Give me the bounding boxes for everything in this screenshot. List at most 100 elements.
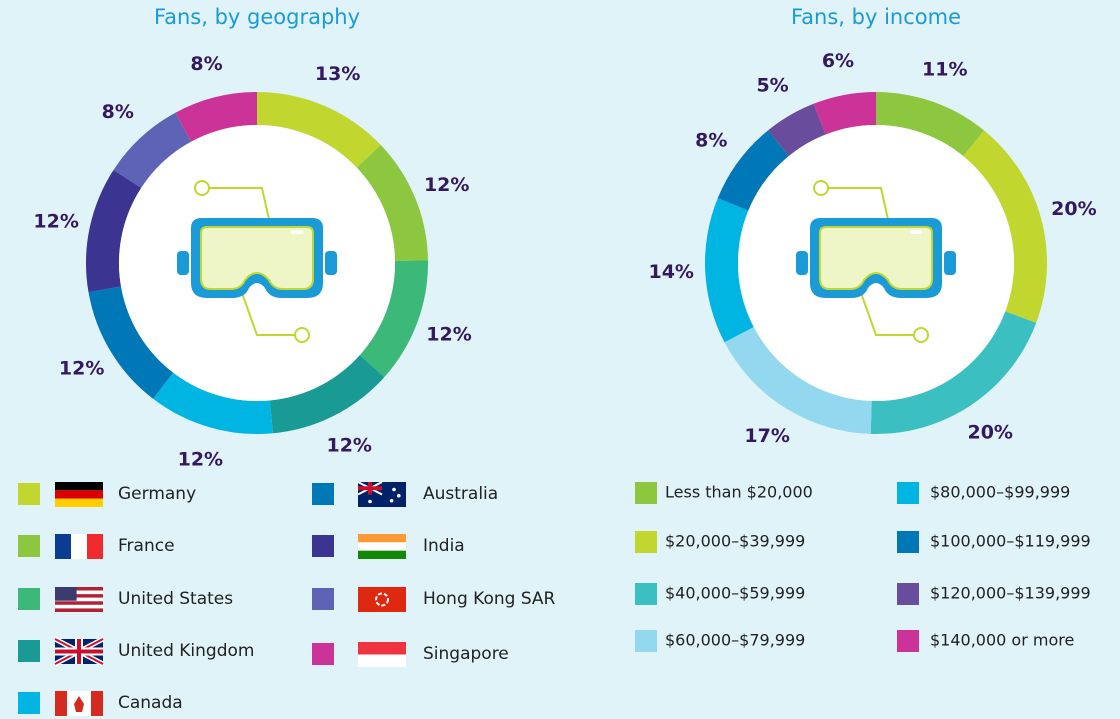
- legend-swatch: [897, 482, 919, 504]
- donut-segment: [269, 355, 385, 434]
- donut-segment: [705, 198, 754, 343]
- flag-part: [55, 691, 67, 716]
- legend-swatch: [18, 640, 40, 662]
- data-label: 12%: [326, 435, 371, 457]
- legend-swatch: [312, 483, 334, 505]
- legend-swatch: [312, 643, 334, 665]
- flag-part: [71, 534, 87, 559]
- flag: [357, 481, 406, 507]
- data-label: 12%: [426, 323, 471, 345]
- flag: [55, 534, 103, 559]
- legend-swatch: [18, 692, 40, 714]
- donut-segment: [963, 130, 1047, 323]
- flag-part: [55, 604, 103, 609]
- data-label: 12%: [33, 210, 78, 232]
- legend-label: $20,000–$39,999: [665, 532, 805, 551]
- data-label: 13%: [315, 63, 360, 85]
- legend-label: Less than $20,000: [665, 483, 813, 502]
- flag-part: [55, 534, 71, 559]
- donut-income: Fans, by income 11% 20% 20% 17% 14% 8% 5% 6% Les…: [635, 5, 1097, 652]
- legend-swatch: [897, 630, 919, 652]
- flag: [358, 587, 406, 612]
- legend-label: Hong Kong SAR: [423, 589, 556, 609]
- flag-part: [55, 601, 103, 605]
- donut-segment: [113, 112, 192, 188]
- flag-part: [358, 542, 406, 551]
- legend-label: $80,000–$99,999: [930, 483, 1070, 502]
- legend-label: United States: [118, 589, 233, 609]
- flag-part: [91, 691, 103, 716]
- donut-segment: [175, 92, 257, 142]
- legend-swatch: [312, 535, 334, 557]
- flag-part: [358, 534, 406, 543]
- donut-segment: [86, 169, 142, 293]
- legend-label: Australia: [423, 484, 498, 504]
- legend-label: $100,000–$119,999: [930, 532, 1091, 551]
- legend-swatch: [18, 588, 40, 610]
- legend-label: United Kingdom: [118, 641, 254, 661]
- flag-part: [389, 498, 394, 503]
- legend-label: $120,000–$139,999: [930, 584, 1091, 603]
- flag-part: [358, 550, 406, 559]
- chart-title: Fans, by income: [791, 5, 961, 29]
- donut-segment: [870, 311, 1037, 434]
- flag-part: [397, 493, 401, 498]
- data-label: 5%: [756, 74, 788, 96]
- flag-part: [55, 594, 103, 598]
- flag: [55, 587, 103, 612]
- chart-title: Fans, by geography: [154, 5, 360, 29]
- flag-part: [368, 499, 372, 504]
- legend-label: Singapore: [423, 644, 509, 664]
- flag: [358, 534, 406, 559]
- flag-part: [55, 590, 103, 595]
- data-label: 12%: [178, 449, 223, 471]
- legend-swatch: [635, 630, 657, 652]
- donut-segment: [724, 326, 872, 434]
- flag: [53, 636, 105, 667]
- flag-part: [55, 608, 103, 612]
- data-label: 17%: [744, 425, 789, 447]
- donut-segment: [813, 92, 876, 135]
- data-label: 6%: [822, 50, 854, 72]
- legend-label: $40,000–$59,999: [665, 584, 805, 603]
- data-label: 12%: [424, 174, 469, 196]
- flag-part: [358, 486, 382, 491]
- legend-label: France: [118, 536, 175, 556]
- data-label: 12%: [59, 358, 104, 380]
- legend-swatch: [897, 583, 919, 605]
- data-label: 11%: [922, 58, 967, 80]
- legend-swatch: [635, 583, 657, 605]
- flag: [358, 642, 406, 667]
- donut-segment: [876, 92, 985, 157]
- flag-part: [55, 587, 103, 591]
- donut-segment: [153, 372, 273, 434]
- legend-label: India: [423, 536, 465, 556]
- flag-part: [55, 597, 103, 602]
- data-label: 8%: [102, 101, 134, 123]
- legend-swatch: [18, 483, 40, 505]
- flag-part: [87, 534, 103, 559]
- flag-part: [392, 487, 396, 492]
- legend-swatch: [635, 482, 657, 504]
- legend-label: Germany: [118, 484, 196, 504]
- flag-part: [358, 654, 406, 667]
- flag-part: [375, 592, 389, 607]
- legend-swatch: [312, 588, 334, 610]
- legend-swatch: [897, 531, 919, 553]
- flag-part: [55, 482, 103, 491]
- data-label: 8%: [190, 53, 222, 75]
- data-label: 14%: [648, 261, 693, 283]
- flag-part: [74, 696, 84, 712]
- flag-part: [55, 490, 103, 499]
- legend-label: Canada: [118, 693, 183, 713]
- donut-segment: [356, 144, 428, 261]
- flag-part: [55, 587, 77, 601]
- donut-segment: [359, 260, 428, 378]
- data-label: 8%: [695, 129, 727, 151]
- flag-part: [55, 498, 103, 507]
- flag-part: [55, 649, 103, 654]
- donut-segment: [767, 103, 826, 157]
- donut-segment: [88, 286, 174, 399]
- legend-swatch: [18, 535, 40, 557]
